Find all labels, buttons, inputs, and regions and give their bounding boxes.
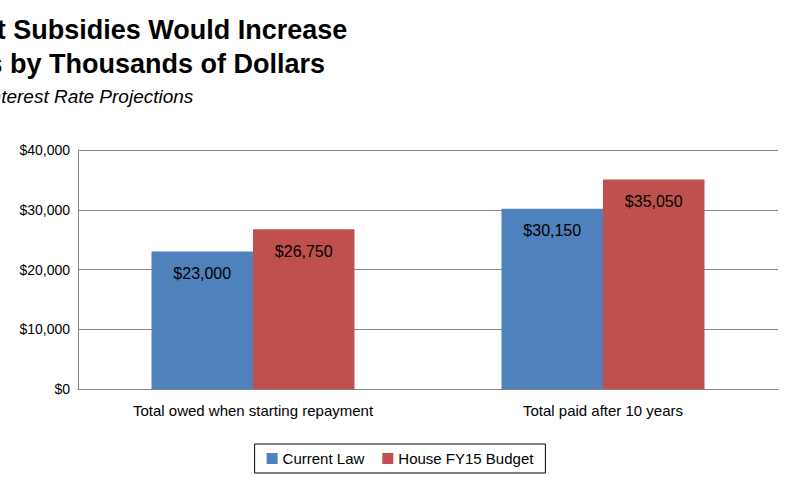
svg-text:$23,000: $23,000 bbox=[173, 265, 231, 282]
svg-text:$20,000: $20,000 bbox=[19, 262, 70, 278]
svg-text:$10,000: $10,000 bbox=[19, 321, 70, 337]
svg-text:Current Interest Rate Projecti: Current Interest Rate Projections bbox=[0, 86, 194, 107]
svg-text:$0: $0 bbox=[54, 381, 70, 397]
svg-text:House FY15 Budget: House FY15 Budget bbox=[398, 450, 534, 467]
svg-text:$26,750: $26,750 bbox=[275, 243, 333, 260]
svg-text:Total paid after 10 years: Total paid after 10 years bbox=[523, 402, 683, 419]
svg-text:$40,000: $40,000 bbox=[19, 142, 70, 158]
svg-text:$30,000: $30,000 bbox=[19, 202, 70, 218]
svg-text:Borrowing Costs by Thousands o: Borrowing Costs by Thousands of Dollars bbox=[0, 49, 325, 79]
svg-text:Current Law: Current Law bbox=[283, 450, 365, 467]
svg-text:Total owed when starting repay: Total owed when starting repayment bbox=[133, 402, 374, 419]
svg-text:$35,050: $35,050 bbox=[625, 193, 683, 210]
svg-text:$30,150: $30,150 bbox=[523, 222, 581, 239]
svg-text:Eliminating Interest Subsidies: Eliminating Interest Subsidies Would Inc… bbox=[0, 15, 355, 45]
